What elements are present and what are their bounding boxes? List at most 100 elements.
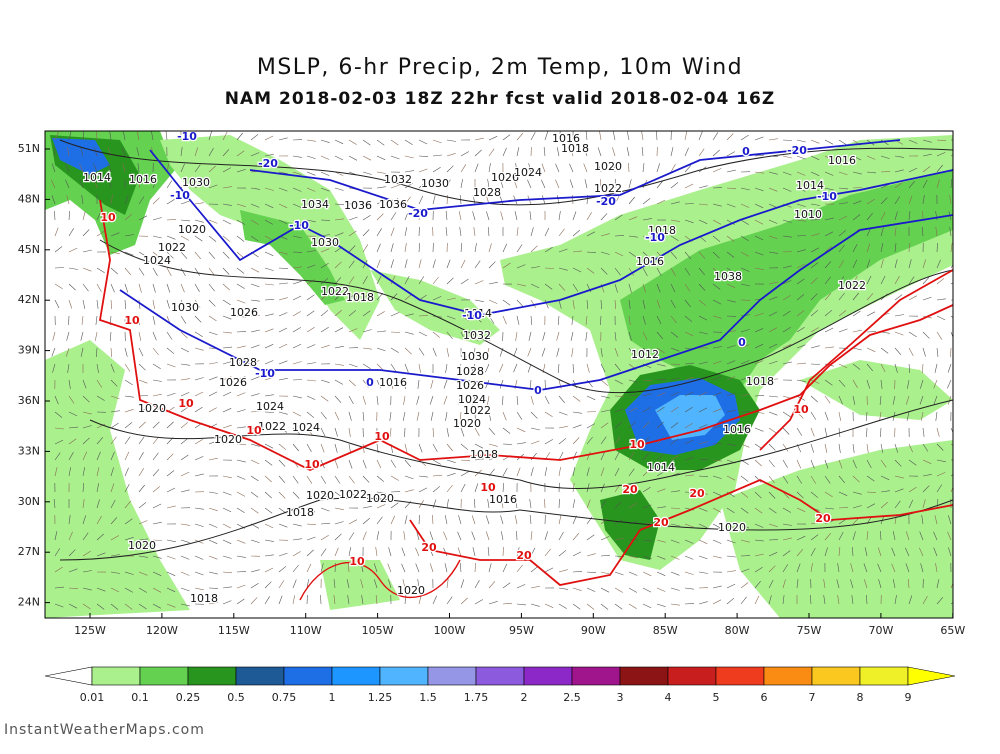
pressure-label: 1020 — [366, 492, 394, 505]
temp-label: -10 — [645, 231, 665, 244]
pressure-label: 1012 — [631, 348, 659, 361]
lat-label: 51N — [18, 142, 40, 155]
colorbar-swatch — [284, 667, 332, 685]
pressure-label: 1018 — [746, 375, 774, 388]
colorbar-swatch — [860, 667, 908, 685]
pressure-label: 1030 — [311, 236, 339, 249]
pressure-label: 1010 — [794, 208, 822, 221]
colorbar-swatch — [428, 667, 476, 685]
pressure-label: 1030 — [461, 350, 489, 363]
pressure-label: 1022 — [594, 182, 622, 195]
pressure-label: 1020 — [718, 521, 746, 534]
lon-label: 70W — [868, 624, 893, 637]
colorbar-label: 2.5 — [563, 691, 581, 704]
lat-label: 24N — [18, 596, 40, 609]
lon-label: 75W — [797, 624, 822, 637]
colorbar-swatch — [572, 667, 620, 685]
temp-label: 0 — [534, 384, 542, 397]
pressure-label: 1016 — [636, 255, 664, 268]
lon-label: 80W — [725, 624, 750, 637]
pressure-label: 1030 — [421, 177, 449, 190]
pressure-label: 1022 — [463, 404, 491, 417]
temp-label: 20 — [689, 487, 705, 500]
temp-label: 10 — [374, 430, 390, 443]
temp-label: 20 — [653, 516, 669, 529]
pressure-label: 1030 — [171, 301, 199, 314]
pressure-label: 1034 — [301, 198, 329, 211]
pressure-label: 1022 — [158, 241, 186, 254]
colorbar-label: 0.25 — [176, 691, 201, 704]
lon-label: 90W — [581, 624, 606, 637]
temp-label: -10 — [462, 309, 482, 322]
temp-label: 10 — [349, 555, 365, 568]
pressure-label: 1020 — [214, 433, 242, 446]
temp-label: 0 — [738, 336, 746, 349]
temp-label: 20 — [815, 512, 831, 525]
pressure-label: 1016 — [723, 423, 751, 436]
temp-label: -20 — [596, 195, 616, 208]
temp-label: -10 — [170, 189, 190, 202]
temp-label: -10 — [177, 130, 197, 143]
temp-label: -10 — [817, 190, 837, 203]
pressure-label: 1022 — [258, 420, 286, 433]
temp-label: 20 — [516, 549, 532, 562]
lon-label: 110W — [290, 624, 322, 637]
pressure-label: 1030 — [182, 176, 210, 189]
lat-label: 36N — [18, 394, 40, 407]
colorbar-label: 0.5 — [227, 691, 245, 704]
colorbar-swatch — [476, 667, 524, 685]
colorbar-label: 0.75 — [272, 691, 297, 704]
pressure-label: 1026 — [219, 376, 247, 389]
temp-label: -10 — [255, 367, 275, 380]
colorbar-swatch — [332, 667, 380, 685]
temp-label: -20 — [787, 144, 807, 157]
temp-label: 10 — [480, 481, 496, 494]
temp-label: 20 — [421, 541, 437, 554]
colorbar-label: 1.5 — [419, 691, 437, 704]
colorbar-label: 0.01 — [80, 691, 105, 704]
pressure-label: 1018 — [470, 448, 498, 461]
pressure-label: 1028 — [473, 186, 501, 199]
lon-label: 85W — [653, 624, 678, 637]
pressure-label: 1016 — [489, 493, 517, 506]
colorbar-swatch — [764, 667, 812, 685]
pressure-label: 1020 — [128, 539, 156, 552]
lat-label: 33N — [18, 444, 40, 457]
colorbar-arrow — [908, 667, 955, 685]
pressure-label: 1014 — [83, 171, 111, 184]
colorbar-label: 0.1 — [131, 691, 149, 704]
colorbar-label: 7 — [809, 691, 816, 704]
subtitle: NAM 2018-02-03 18Z 22hr fcst valid 2018-… — [225, 89, 775, 109]
lat-label: 42N — [18, 293, 40, 306]
pressure-label: 1018 — [190, 592, 218, 605]
temp-label: -10 — [289, 219, 309, 232]
pressure-label: 1032 — [384, 173, 412, 186]
temp-label: 10 — [793, 403, 809, 416]
lat-label: 27N — [18, 545, 40, 558]
pressure-label: 1016 — [379, 376, 407, 389]
temp-label: -20 — [258, 157, 278, 170]
pressure-label: 1018 — [346, 291, 374, 304]
temp-label: 10 — [246, 424, 262, 437]
pressure-label: 1014 — [647, 461, 675, 474]
temp-label: 10 — [100, 211, 116, 224]
temp-label: 20 — [622, 483, 638, 496]
lon-label: 125W — [74, 624, 106, 637]
lon-label: 100W — [434, 624, 466, 637]
temp-label: 10 — [178, 397, 194, 410]
lon-label: 65W — [940, 624, 965, 637]
colorbar-swatch — [524, 667, 572, 685]
pressure-label: 1036 — [344, 199, 372, 212]
pressure-label: 1038 — [714, 270, 742, 283]
pressure-label: 1022 — [838, 279, 866, 292]
colorbar-label: 5 — [713, 691, 720, 704]
pressure-label: 1020 — [453, 417, 481, 430]
pressure-label: 1024 — [256, 400, 284, 413]
colorbar-label: 2 — [521, 691, 528, 704]
pressure-label: 1024 — [143, 254, 171, 267]
pressure-label: 1026 — [230, 306, 258, 319]
title: MSLP, 6-hr Precip, 2m Temp, 10m Wind — [257, 55, 743, 80]
colorbar-arrow — [45, 667, 92, 685]
